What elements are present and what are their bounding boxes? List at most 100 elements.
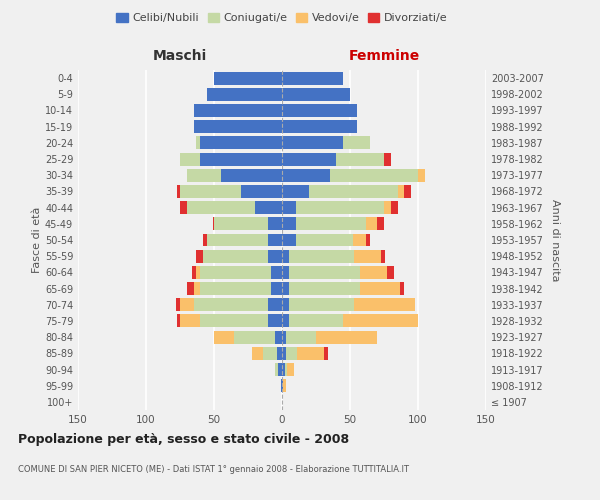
- Text: Femmine: Femmine: [349, 49, 419, 63]
- Bar: [282, 363, 285, 376]
- Bar: [343, 136, 370, 149]
- Bar: [177, 185, 180, 198]
- Bar: [271, 282, 282, 295]
- Bar: [381, 250, 385, 262]
- Bar: [275, 330, 282, 344]
- Bar: [286, 330, 316, 344]
- Bar: [203, 250, 268, 262]
- Bar: [282, 379, 283, 392]
- Bar: [200, 282, 271, 295]
- Bar: [255, 201, 282, 214]
- Bar: [192, 266, 196, 279]
- Bar: [200, 136, 282, 149]
- Bar: [196, 136, 200, 149]
- Bar: [282, 136, 343, 149]
- Bar: [275, 363, 278, 376]
- Bar: [214, 330, 235, 344]
- Bar: [268, 218, 282, 230]
- Bar: [194, 120, 282, 133]
- Bar: [377, 218, 384, 230]
- Bar: [282, 169, 329, 181]
- Bar: [289, 266, 359, 279]
- Bar: [282, 234, 296, 246]
- Bar: [296, 218, 367, 230]
- Bar: [289, 298, 354, 311]
- Bar: [282, 218, 296, 230]
- Bar: [353, 234, 367, 246]
- Bar: [252, 347, 263, 360]
- Bar: [384, 152, 391, 166]
- Bar: [398, 185, 404, 198]
- Bar: [391, 201, 398, 214]
- Bar: [324, 347, 328, 360]
- Bar: [187, 201, 255, 214]
- Bar: [200, 266, 271, 279]
- Bar: [268, 298, 282, 311]
- Bar: [263, 347, 277, 360]
- Bar: [221, 169, 282, 181]
- Bar: [354, 250, 381, 262]
- Bar: [196, 250, 203, 262]
- Bar: [194, 104, 282, 117]
- Bar: [282, 152, 337, 166]
- Bar: [282, 104, 357, 117]
- Bar: [418, 169, 425, 181]
- Bar: [214, 218, 268, 230]
- Bar: [354, 298, 415, 311]
- Bar: [384, 201, 391, 214]
- Bar: [282, 330, 286, 344]
- Bar: [187, 169, 221, 181]
- Bar: [203, 234, 207, 246]
- Bar: [282, 201, 296, 214]
- Bar: [282, 120, 357, 133]
- Bar: [180, 314, 200, 328]
- Text: Maschi: Maschi: [153, 49, 207, 63]
- Bar: [367, 218, 377, 230]
- Y-axis label: Fasce di età: Fasce di età: [32, 207, 42, 273]
- Bar: [282, 266, 289, 279]
- Bar: [400, 282, 404, 295]
- Bar: [286, 347, 297, 360]
- Bar: [359, 266, 387, 279]
- Bar: [177, 314, 180, 328]
- Bar: [200, 152, 282, 166]
- Bar: [316, 330, 377, 344]
- Bar: [194, 298, 268, 311]
- Bar: [212, 218, 214, 230]
- Bar: [268, 234, 282, 246]
- Bar: [268, 314, 282, 328]
- Bar: [287, 363, 294, 376]
- Bar: [282, 347, 286, 360]
- Bar: [241, 185, 282, 198]
- Bar: [176, 298, 180, 311]
- Bar: [207, 88, 282, 101]
- Bar: [180, 298, 194, 311]
- Bar: [296, 201, 384, 214]
- Bar: [180, 152, 200, 166]
- Bar: [289, 250, 354, 262]
- Bar: [329, 169, 418, 181]
- Bar: [268, 250, 282, 262]
- Bar: [196, 266, 200, 279]
- Bar: [289, 314, 343, 328]
- Bar: [404, 185, 411, 198]
- Bar: [297, 347, 324, 360]
- Bar: [337, 152, 384, 166]
- Bar: [296, 234, 353, 246]
- Bar: [180, 201, 187, 214]
- Bar: [207, 234, 268, 246]
- Text: Popolazione per età, sesso e stato civile - 2008: Popolazione per età, sesso e stato civil…: [18, 432, 349, 446]
- Bar: [271, 266, 282, 279]
- Bar: [282, 282, 289, 295]
- Bar: [283, 379, 286, 392]
- Bar: [180, 185, 241, 198]
- Bar: [200, 314, 268, 328]
- Bar: [282, 185, 309, 198]
- Bar: [285, 363, 287, 376]
- Bar: [282, 250, 289, 262]
- Bar: [277, 347, 282, 360]
- Bar: [282, 314, 289, 328]
- Text: COMUNE DI SAN PIER NICETO (ME) - Dati ISTAT 1° gennaio 2008 - Elaborazione TUTTI: COMUNE DI SAN PIER NICETO (ME) - Dati IS…: [18, 466, 409, 474]
- Bar: [387, 266, 394, 279]
- Bar: [278, 363, 282, 376]
